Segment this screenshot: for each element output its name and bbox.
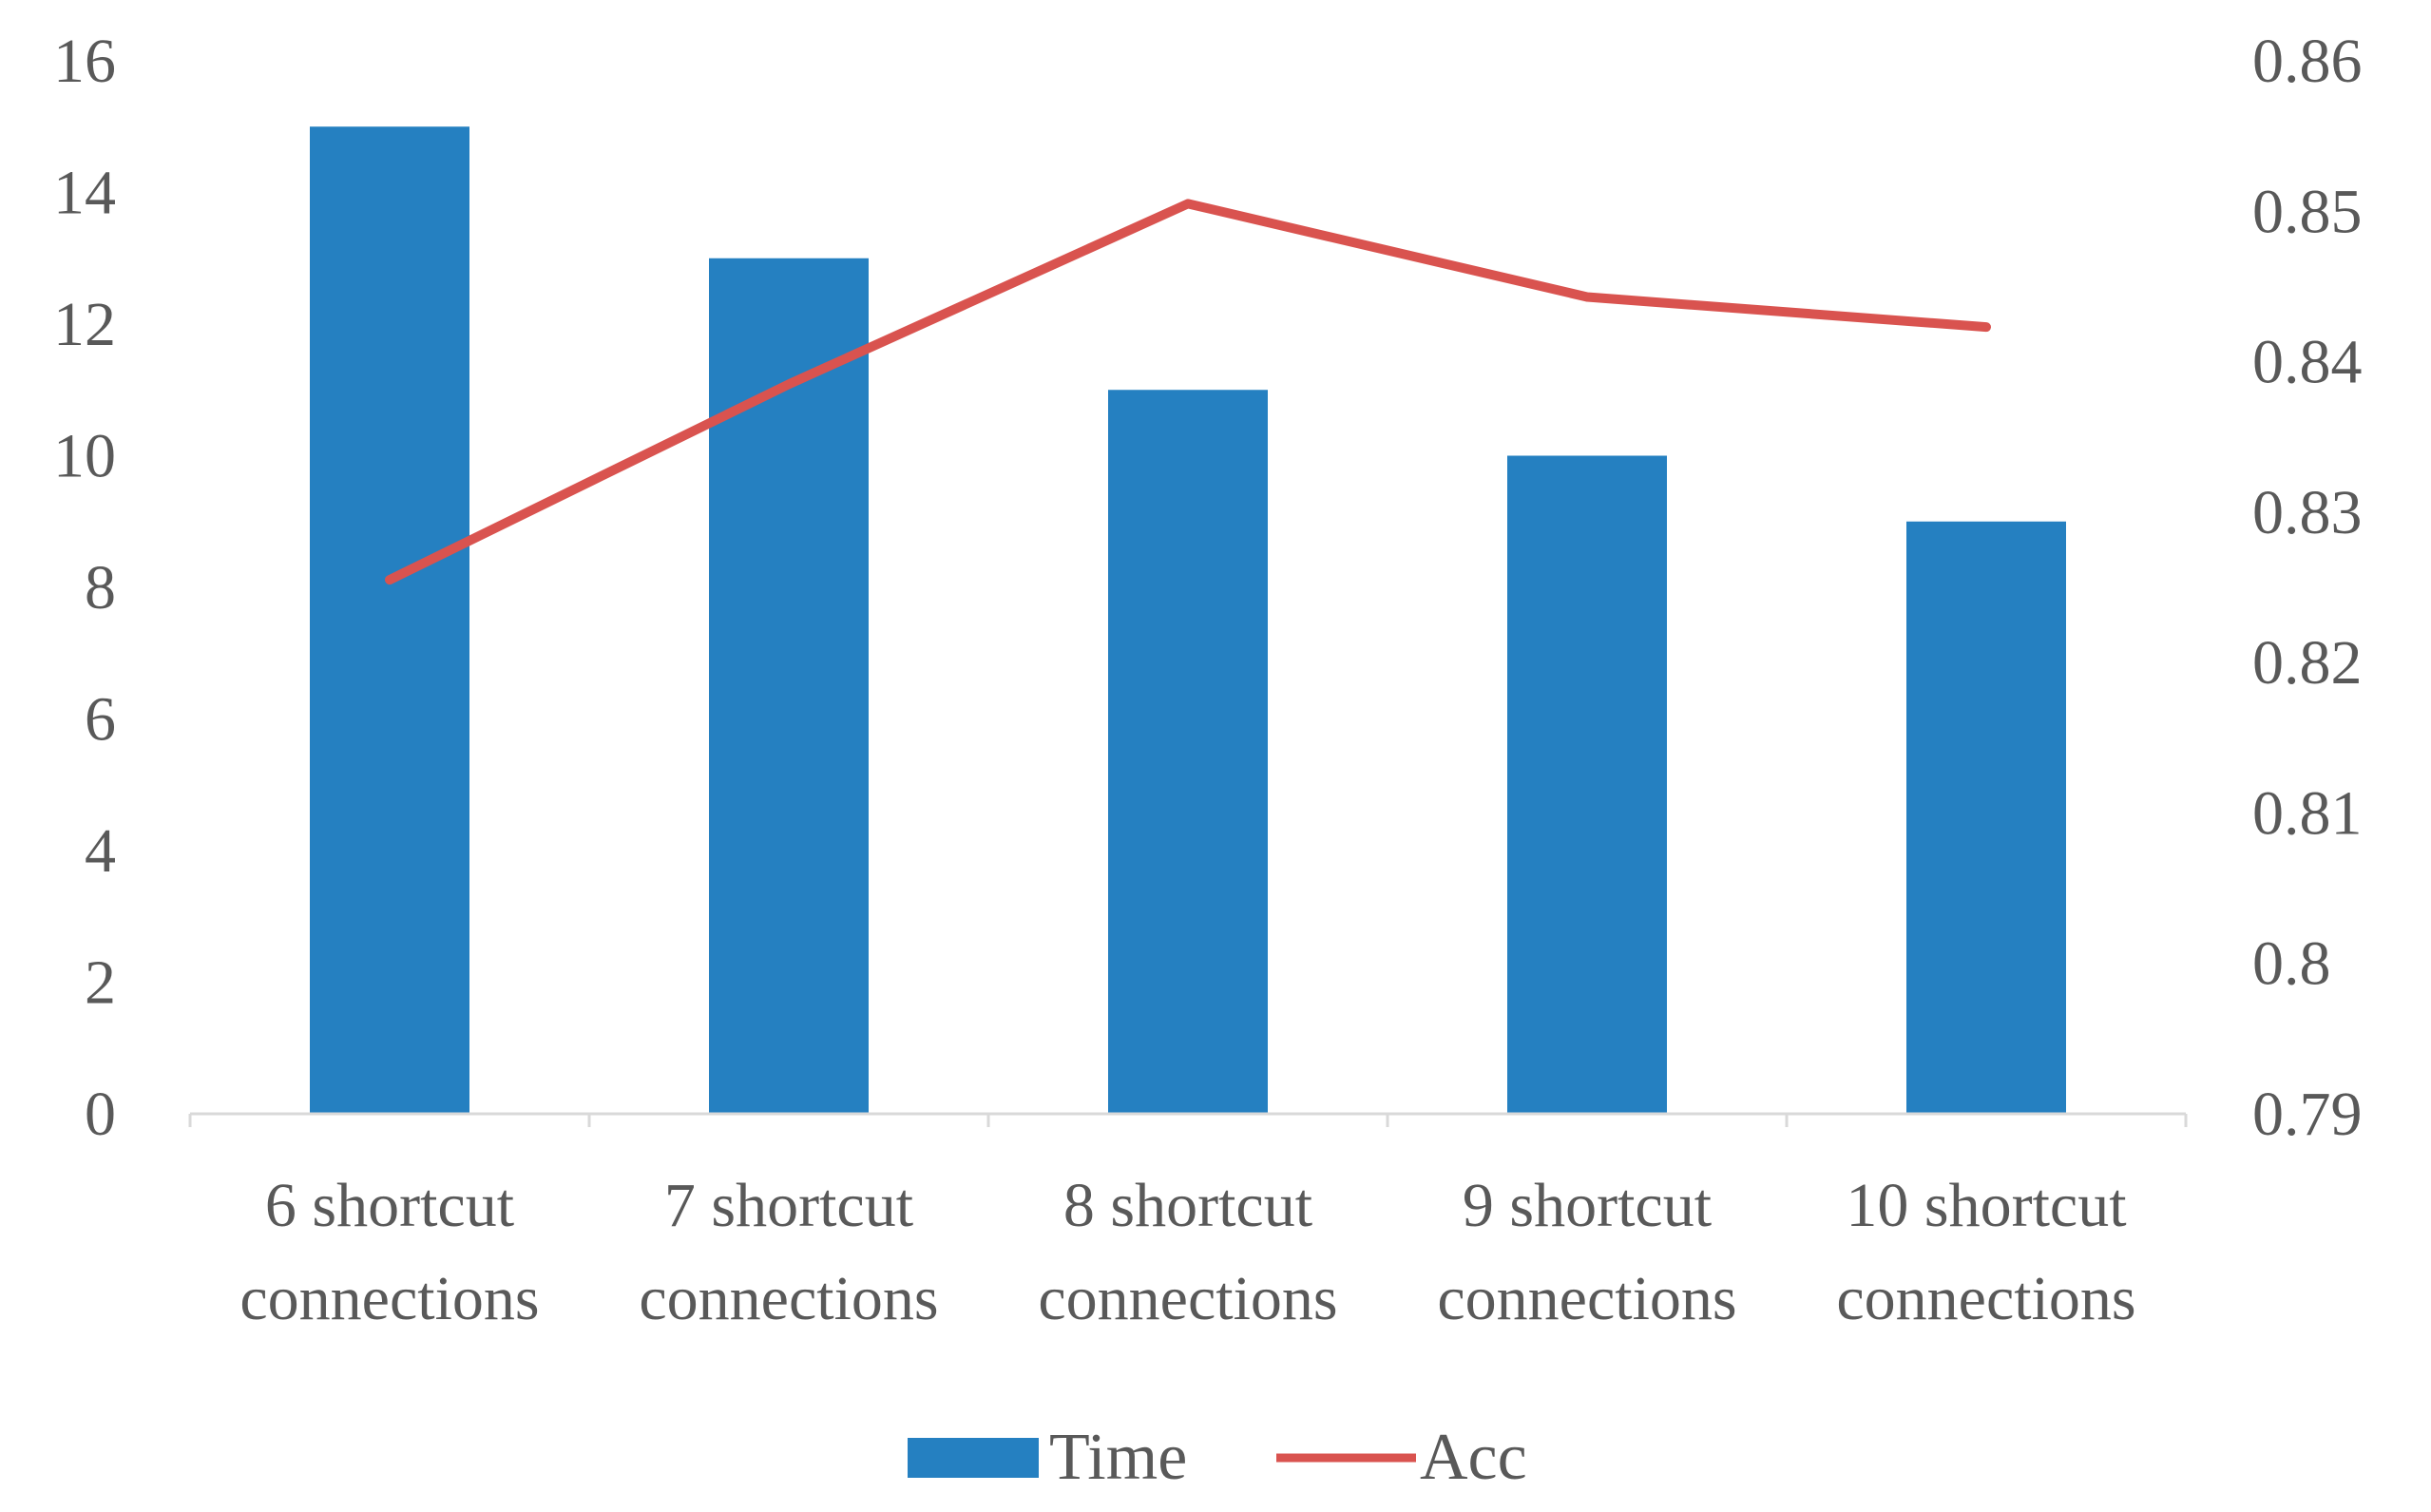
legend-label-acc: Acc [1420, 1421, 1527, 1494]
left-tick-label: 16 [53, 27, 116, 96]
category-label: 10 shortcut [1846, 1171, 2126, 1240]
left-tick-label: 0 [85, 1080, 116, 1149]
left-tick-label: 8 [85, 553, 116, 622]
line-layer [385, 199, 1991, 585]
right-y-axis: 0.79 0.8 0.81 0.82 0.83 0.84 0.85 0.86 [2252, 27, 2363, 1149]
left-tick-label: 12 [53, 290, 116, 359]
bar-time-0 [310, 126, 469, 1114]
left-y-axis: 0 2 4 6 8 10 12 14 16 [53, 27, 116, 1149]
category-label: connections [1437, 1264, 1736, 1333]
category-label: 6 shortcut [265, 1171, 514, 1240]
bars-layer [310, 126, 2066, 1114]
category-label: connections [239, 1264, 539, 1333]
x-ticks-layer [188, 1114, 2188, 1127]
right-tick-label: 0.85 [2252, 177, 2363, 246]
left-tick-label: 14 [53, 159, 116, 228]
bar-time-3 [1507, 455, 1667, 1114]
category-label: connections [1038, 1264, 1337, 1333]
right-tick-label: 0.79 [2252, 1080, 2363, 1149]
left-tick-label: 4 [85, 816, 116, 886]
right-tick-label: 0.8 [2252, 929, 2331, 999]
category-label: 8 shortcut [1063, 1171, 1312, 1240]
category-label: connections [639, 1264, 938, 1333]
category-label: connections [1836, 1264, 2135, 1333]
right-tick-label: 0.83 [2252, 478, 2363, 547]
bar-time-4 [1906, 521, 2066, 1114]
right-tick-label: 0.84 [2252, 328, 2363, 397]
right-tick-label: 0.86 [2252, 27, 2363, 96]
left-tick-label: 6 [85, 685, 116, 755]
right-tick-label: 0.81 [2252, 778, 2363, 848]
category-label: 9 shortcut [1463, 1171, 1712, 1240]
left-tick-label: 10 [53, 422, 116, 491]
category-label: 7 shortcut [664, 1171, 913, 1240]
legend: Time Acc [908, 1421, 1527, 1494]
category-labels: 6 shortcut connections 7 shortcut connectio… [239, 1171, 2135, 1333]
legend-swatch-time [908, 1438, 1039, 1478]
bar-time-2 [1108, 390, 1268, 1114]
bar-time-1 [709, 258, 869, 1114]
right-tick-label: 0.82 [2252, 628, 2363, 698]
left-tick-label: 2 [85, 948, 116, 1018]
legend-label-time: Time [1049, 1421, 1187, 1494]
